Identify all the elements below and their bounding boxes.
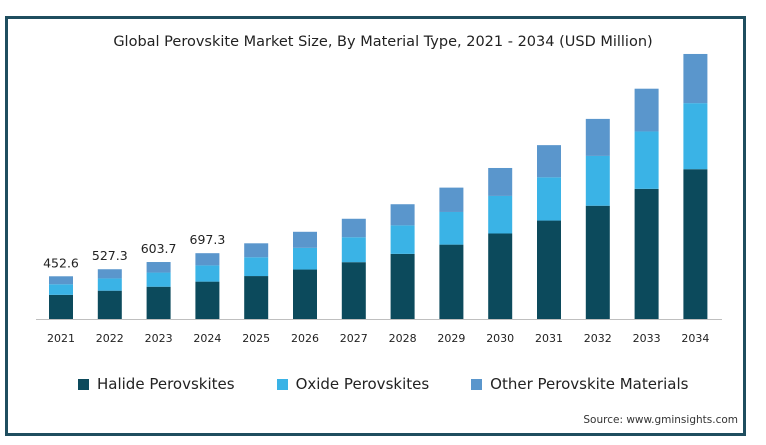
legend-label-oxide: Oxide Perovskites [295,375,430,393]
x-tick-label-2030: 2030 [486,332,514,345]
x-tick-label-2032: 2032 [584,332,612,345]
x-tick-label-2025: 2025 [242,332,270,345]
legend-item-halide: Halide Perovskites [78,375,235,393]
x-tick-label-2021: 2021 [47,332,75,345]
bar-other-2029 [439,187,464,212]
bar-halide-2023 [146,286,171,319]
bar-other-2022 [97,269,122,279]
bar-other-2023 [146,262,171,273]
legend-swatch-other [471,378,483,390]
bar-halide-2030 [488,233,513,319]
legend-swatch-halide [78,378,89,390]
chart-legend: Halide Perovskites Oxide Perovskites Oth… [78,375,730,393]
legend-swatch-oxide [276,378,288,390]
legend-item-oxide: Oxide Perovskites [276,375,430,393]
bar-oxide-2032 [585,155,610,206]
total-label-2022: 527.3 [92,248,128,263]
bar-halide-2025 [244,276,269,319]
bar-oxide-2024 [195,265,220,282]
bar-oxide-2034 [683,103,708,170]
chart-title: Global Perovskite Market Size, By Materi… [113,34,653,50]
x-tick-label-2029: 2029 [437,332,465,345]
bar-halide-2022 [97,290,122,319]
bar-oxide-2025 [244,257,269,277]
bar-halide-2027 [341,262,366,319]
source-note: Source: www.gminsights.com [583,414,738,426]
bar-oxide-2031 [537,177,561,221]
bar-halide-2028 [390,253,415,319]
bar-other-2024 [195,253,220,266]
x-tick-label-2028: 2028 [389,332,417,345]
total-label-2024: 697.3 [190,232,226,247]
bar-halide-2031 [537,220,561,319]
bar-oxide-2029 [439,211,464,245]
x-tick-label-2033: 2033 [633,332,661,345]
legend-item-other: Other Perovskite Materials [471,375,688,393]
bar-other-2027 [341,218,366,238]
bar-halide-2026 [293,269,317,319]
bar-other-2031 [537,145,561,178]
bar-halide-2021 [49,294,73,319]
bar-halide-2032 [585,205,610,319]
x-tick-label-2034: 2034 [681,332,709,345]
bar-halide-2034 [683,169,708,319]
bar-halide-2033 [634,188,659,319]
bar-other-2025 [244,243,269,258]
bar-oxide-2021 [49,284,73,295]
x-tick-label-2026: 2026 [291,332,319,345]
bar-oxide-2026 [293,247,317,270]
total-label-2023: 603.7 [141,241,177,256]
bar-oxide-2028 [390,225,415,254]
bar-oxide-2027 [341,237,366,263]
bar-oxide-2030 [488,195,513,234]
bar-oxide-2022 [97,278,122,291]
bar-halide-2024 [195,281,220,319]
x-tick-label-2024: 2024 [193,332,221,345]
bar-other-2021 [49,276,73,285]
x-tick-label-2031: 2031 [535,332,563,345]
x-tick-label-2027: 2027 [340,332,368,345]
bar-other-2034 [683,53,708,104]
legend-label-halide: Halide Perovskites [97,375,235,393]
bar-other-2032 [585,118,610,156]
bar-other-2028 [390,204,415,226]
bar-other-2030 [488,167,513,196]
bar-other-2033 [634,88,659,132]
x-tick-label-2022: 2022 [96,332,124,345]
x-tick-label-2023: 2023 [145,332,173,345]
bar-oxide-2033 [634,131,659,189]
bar-halide-2029 [439,244,464,319]
chart-frame [5,16,746,436]
legend-label-other: Other Perovskite Materials [490,375,689,393]
bar-other-2026 [293,231,317,248]
bar-oxide-2023 [146,272,171,287]
total-label-2021: 452.6 [43,255,79,270]
